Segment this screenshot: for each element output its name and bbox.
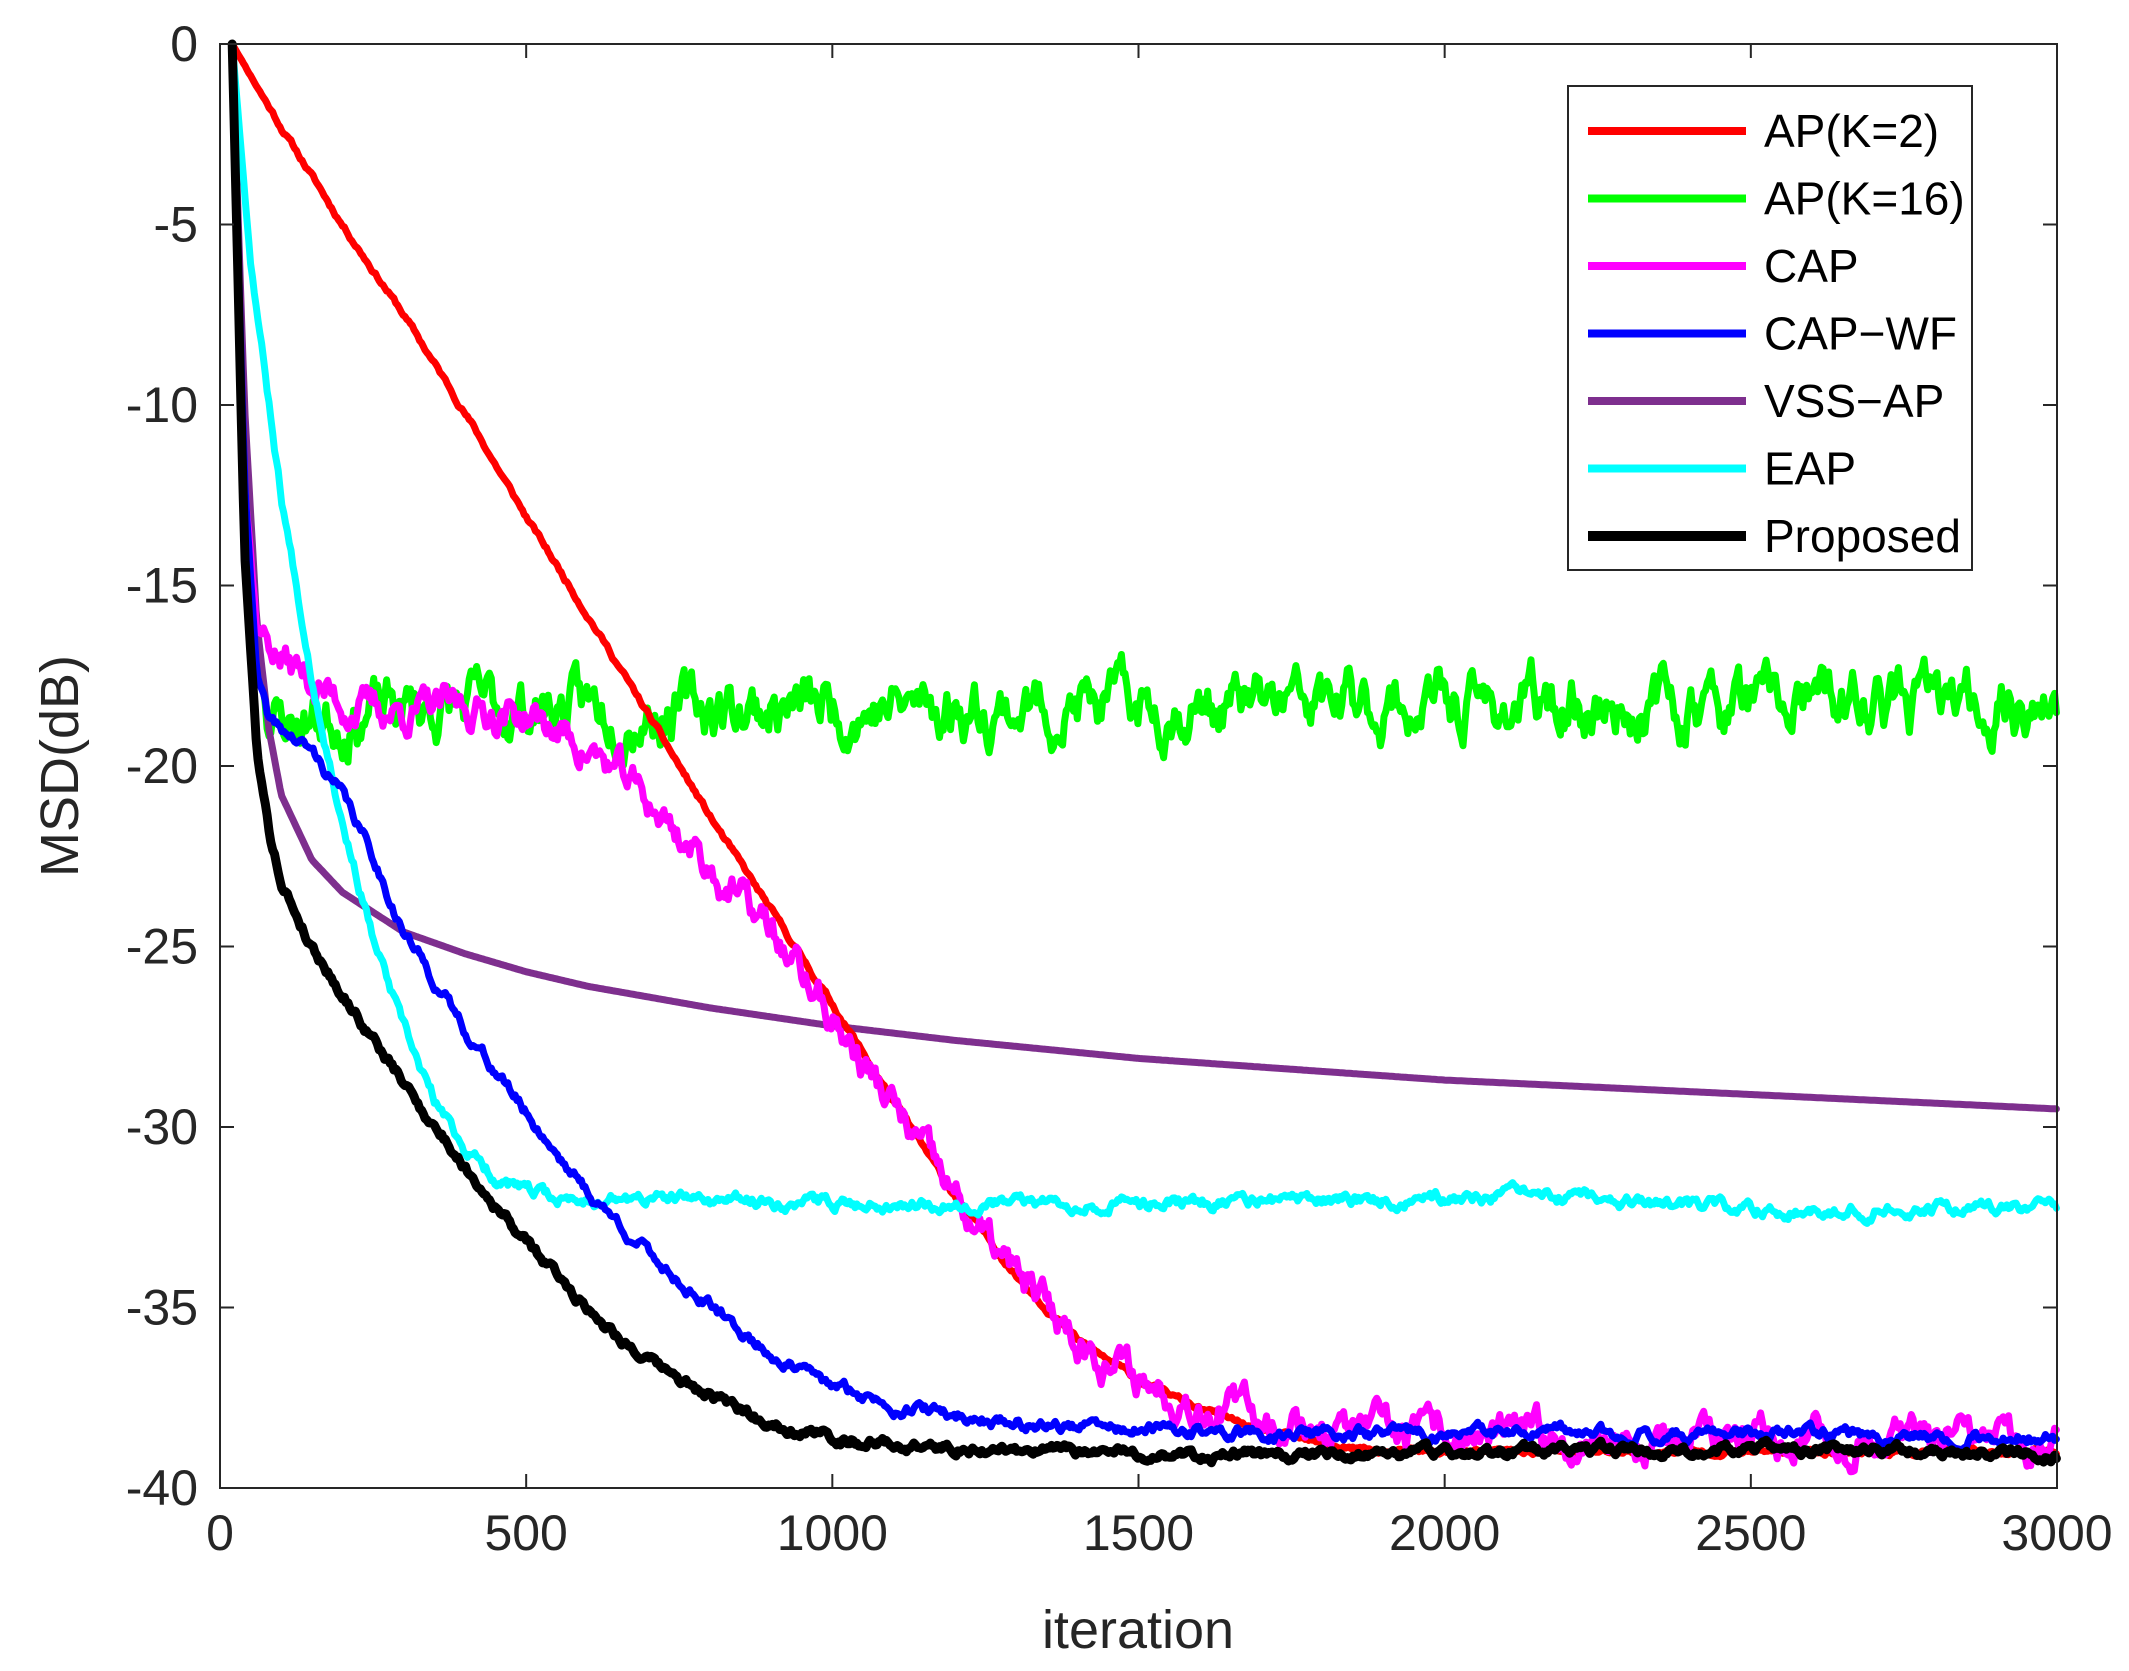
y-tick-label: -10 (126, 377, 198, 433)
y-axis-title: MSD(dB) (30, 655, 90, 877)
legend-box (1567, 85, 1973, 571)
series-line-cap-wf (228, 40, 2060, 1453)
axes-layer: 0 500 1000 1500 2000 2500 3000 0 -5 -10 -15 -20 -25 -… (126, 16, 2113, 1561)
x-tick-label: 1000 (777, 1505, 888, 1561)
legend: AP(K=2) AP(K=16) CAP CAP−WF VSS−AP EAP Propose… (1567, 85, 1973, 571)
legend-label-proposed: Proposed (1764, 510, 1961, 562)
legend-label-cap: CAP (1764, 240, 1859, 292)
x-tick-label: 500 (484, 1505, 567, 1561)
y-tick-label: -30 (126, 1099, 198, 1155)
y-tick-label: -20 (126, 738, 198, 794)
y-tick-label: -40 (126, 1460, 198, 1516)
series-layer (227, 39, 2061, 1476)
x-axis-title: iteration (1042, 1600, 1234, 1660)
series-line-vss-ap (228, 40, 2060, 1113)
x-tick-label: 3000 (2001, 1505, 2112, 1561)
x-tick-label: 1500 (1083, 1505, 1194, 1561)
series-line-eap (228, 40, 2060, 1227)
legend-label-ap-k-2: AP(K=2) (1764, 105, 1939, 157)
legend-label-cap-wf: CAP−WF (1764, 308, 1957, 360)
x-tick-label: 0 (206, 1505, 234, 1561)
y-tick-label: -15 (126, 558, 198, 614)
y-tick-label: 0 (170, 16, 198, 72)
legend-label-ap-k-16: AP(K=16) (1764, 173, 1965, 225)
legend-label-vss-ap: VSS−AP (1764, 375, 1944, 427)
y-tick-label: -5 (154, 197, 198, 253)
x-tick-label: 2500 (1695, 1505, 1806, 1561)
series-line-proposed (227, 39, 2061, 1468)
legend-label-eap: EAP (1764, 443, 1856, 495)
y-tick-label: -35 (126, 1280, 198, 1336)
x-tick-label: 2000 (1389, 1505, 1500, 1561)
y-tick-label: -25 (126, 919, 198, 975)
